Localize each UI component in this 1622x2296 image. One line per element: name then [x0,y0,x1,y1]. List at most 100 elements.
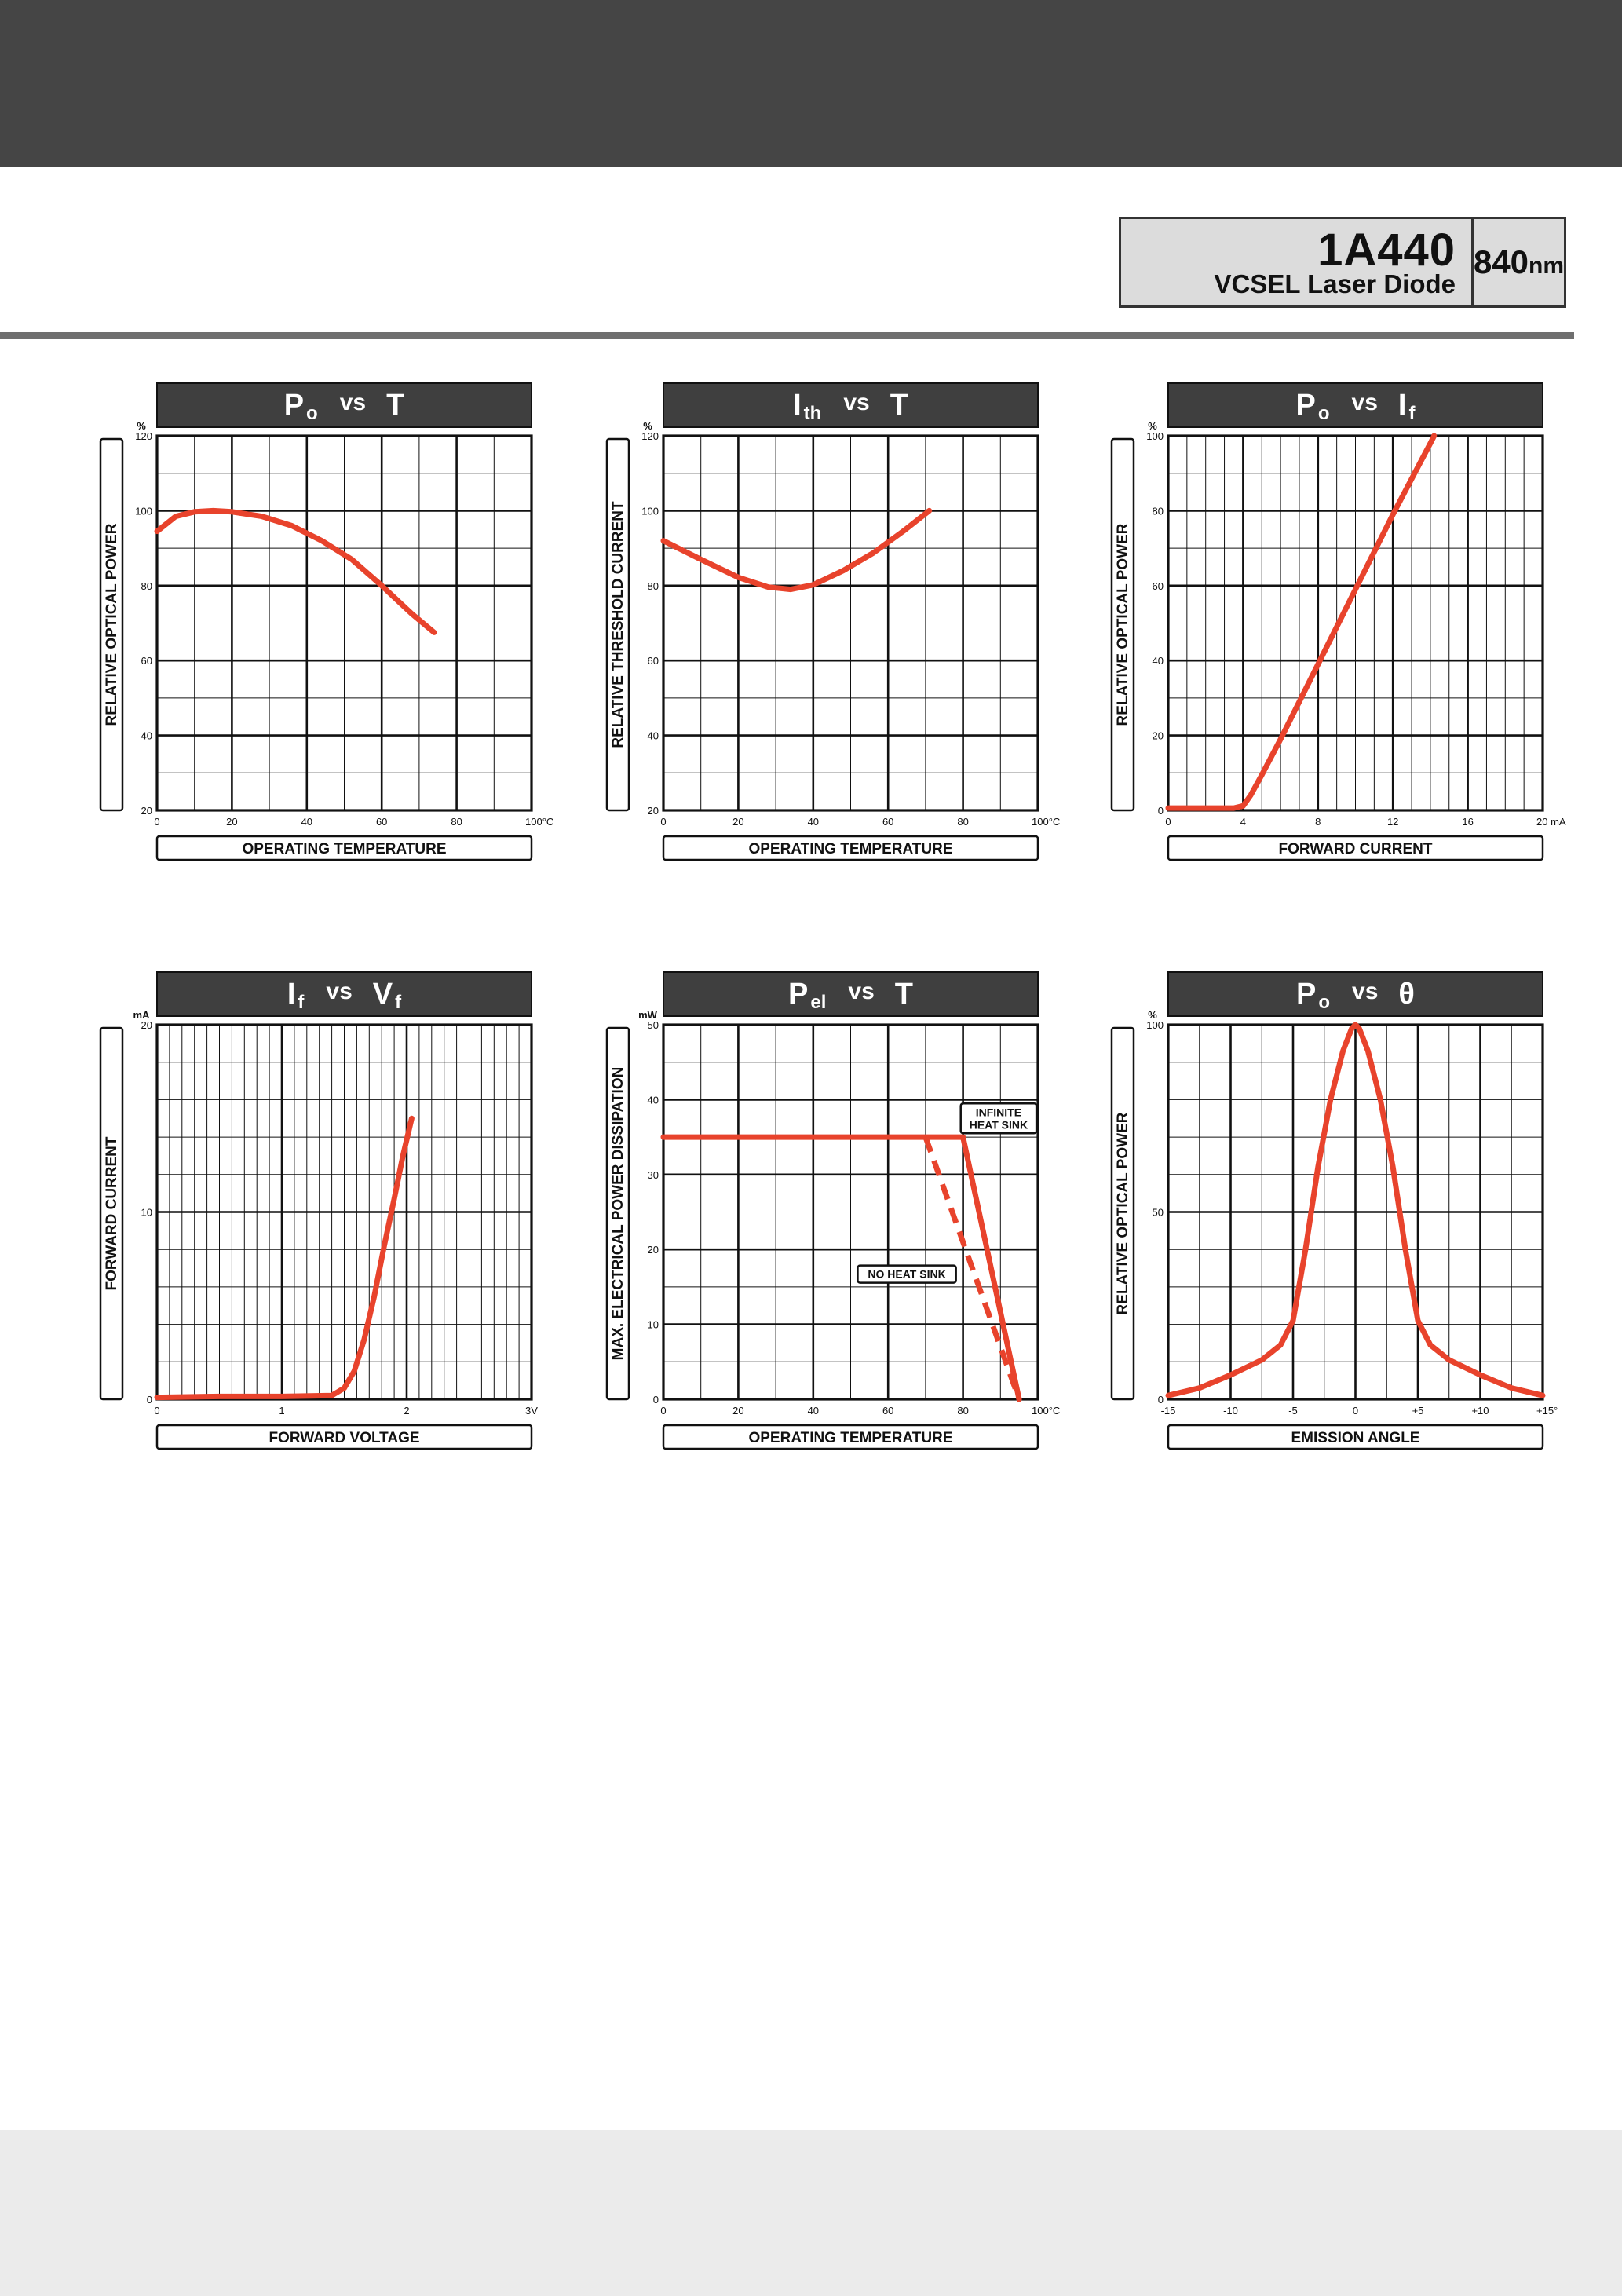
wavelength-badge: 840 nm [1474,219,1564,305]
title-part: o [306,403,318,424]
title-part: V [373,978,393,1011]
x-axis-label: OPERATING TEMPERATURE [748,1430,952,1446]
wavelength-unit: nm [1529,253,1565,279]
y-tick-label: 80 [1153,505,1164,517]
y-tick-label: 0 [1158,805,1164,817]
title-part: I [287,978,296,1011]
y-tick-label: 120 [641,430,659,442]
title-part: o [1318,403,1330,424]
x-tick-label: 16 [1462,816,1473,828]
header-band [0,0,1622,167]
title-part: vs [1352,978,1378,1004]
plot-frame [155,434,533,812]
x-tick-label: 80 [957,816,968,828]
y-tick-label: 20 [141,805,152,817]
y-tick-label: 100 [135,505,152,517]
title-banner [156,382,532,428]
y-axis-label: FORWARD CURRENT [104,1136,120,1290]
y-axis-label: RELATIVE OPTICAL POWER [1115,523,1131,726]
title-part: o [1318,992,1330,1013]
minor-grid [1167,435,1543,811]
x-tick-label: 2 [404,1405,409,1417]
title-part: P [1296,978,1316,1011]
y-label-box [99,437,124,812]
title-part: vs [843,389,869,415]
y-unit-label: % [643,420,652,432]
title-part: T [890,389,908,422]
title-part: el [810,992,826,1013]
y-unit-label: % [1148,420,1157,432]
x-tick-label: 60 [882,1405,893,1417]
y-tick-label: 0 [147,1394,152,1406]
y-axis-label: RELATIVE OPTICAL POWER [104,523,120,726]
minor-grid [156,435,532,811]
x-label-box [155,835,533,861]
x-tick-label: 20 mA [1536,816,1566,828]
x-tick-label: 8 [1315,816,1321,828]
y-label-box [1110,437,1135,812]
y-unit-label: mW [638,1009,658,1021]
x-tick-label: +10 [1471,1405,1489,1417]
x-tick-label: 20 [226,816,237,828]
title-part: th [804,403,822,424]
x-tick-label: 100°C [525,816,553,828]
y-tick-label: 40 [1153,655,1164,667]
annotation-text: INFINITE [976,1106,1021,1118]
y-tick-label: 60 [141,655,152,667]
y-tick-label: 60 [648,655,659,667]
title-part: P [788,978,808,1011]
series-line-0 [660,507,933,593]
title-part: I [793,389,802,422]
y-tick-label: 60 [1153,580,1164,592]
y-tick-label: 0 [653,1394,659,1406]
x-tick-label: -10 [1223,1405,1238,1417]
annotation-box [959,1102,1038,1135]
plot-frame [662,1023,1039,1401]
x-axis-label: OPERATING TEMPERATURE [748,841,952,857]
y-axis-label: RELATIVE THRESHOLD CURRENT [610,501,627,748]
annotation-text: NO HEAT SINK [868,1268,945,1281]
x-tick-label: 0 [154,816,159,828]
product-label: 1A440 VCSEL Laser Diode 840 nm [1119,217,1566,308]
y-tick-label: 40 [648,730,659,742]
series-line-0 [1165,1022,1546,1398]
series-line-0 [1165,433,1438,811]
title-part: vs [1352,389,1378,415]
y-axis-label: RELATIVE OPTICAL POWER [1115,1112,1131,1314]
x-label-box [662,1424,1039,1450]
title-banner [1167,971,1543,1017]
major-grid [1167,1023,1544,1401]
x-tick-label: 80 [957,1405,968,1417]
y-tick-label: 80 [648,580,659,592]
minor-grid [663,435,1039,811]
y-label-box [99,1026,124,1401]
title-part: P [1296,389,1316,422]
y-tick-label: 100 [641,505,659,517]
y-unit-label: % [1148,1009,1157,1021]
x-axis-label: EMISSION ANGLE [1291,1430,1420,1446]
series-line-0 [660,1134,1022,1402]
product-model: 1A440 [1317,225,1456,276]
x-axis-label: FORWARD CURRENT [1279,841,1433,857]
product-name-panel: 1A440 VCSEL Laser Diode [1121,219,1474,305]
title-part: P [284,389,304,422]
divider-rule [0,332,1574,339]
x-tick-label: 100°C [1032,1405,1060,1417]
x-tick-label: 1 [279,1405,284,1417]
series-line-1 [922,1135,1022,1401]
y-tick-label: 20 [1153,730,1164,742]
wavelength-value: 840 [1473,243,1529,280]
x-tick-label: 20 [732,1405,743,1417]
y-axis-label: MAX. ELECTRICAL POWER DISSIPATION [610,1067,627,1361]
x-axis-label: FORWARD VOLTAGE [269,1430,419,1446]
y-tick-label: 20 [141,1019,152,1031]
x-label-box [662,835,1039,861]
